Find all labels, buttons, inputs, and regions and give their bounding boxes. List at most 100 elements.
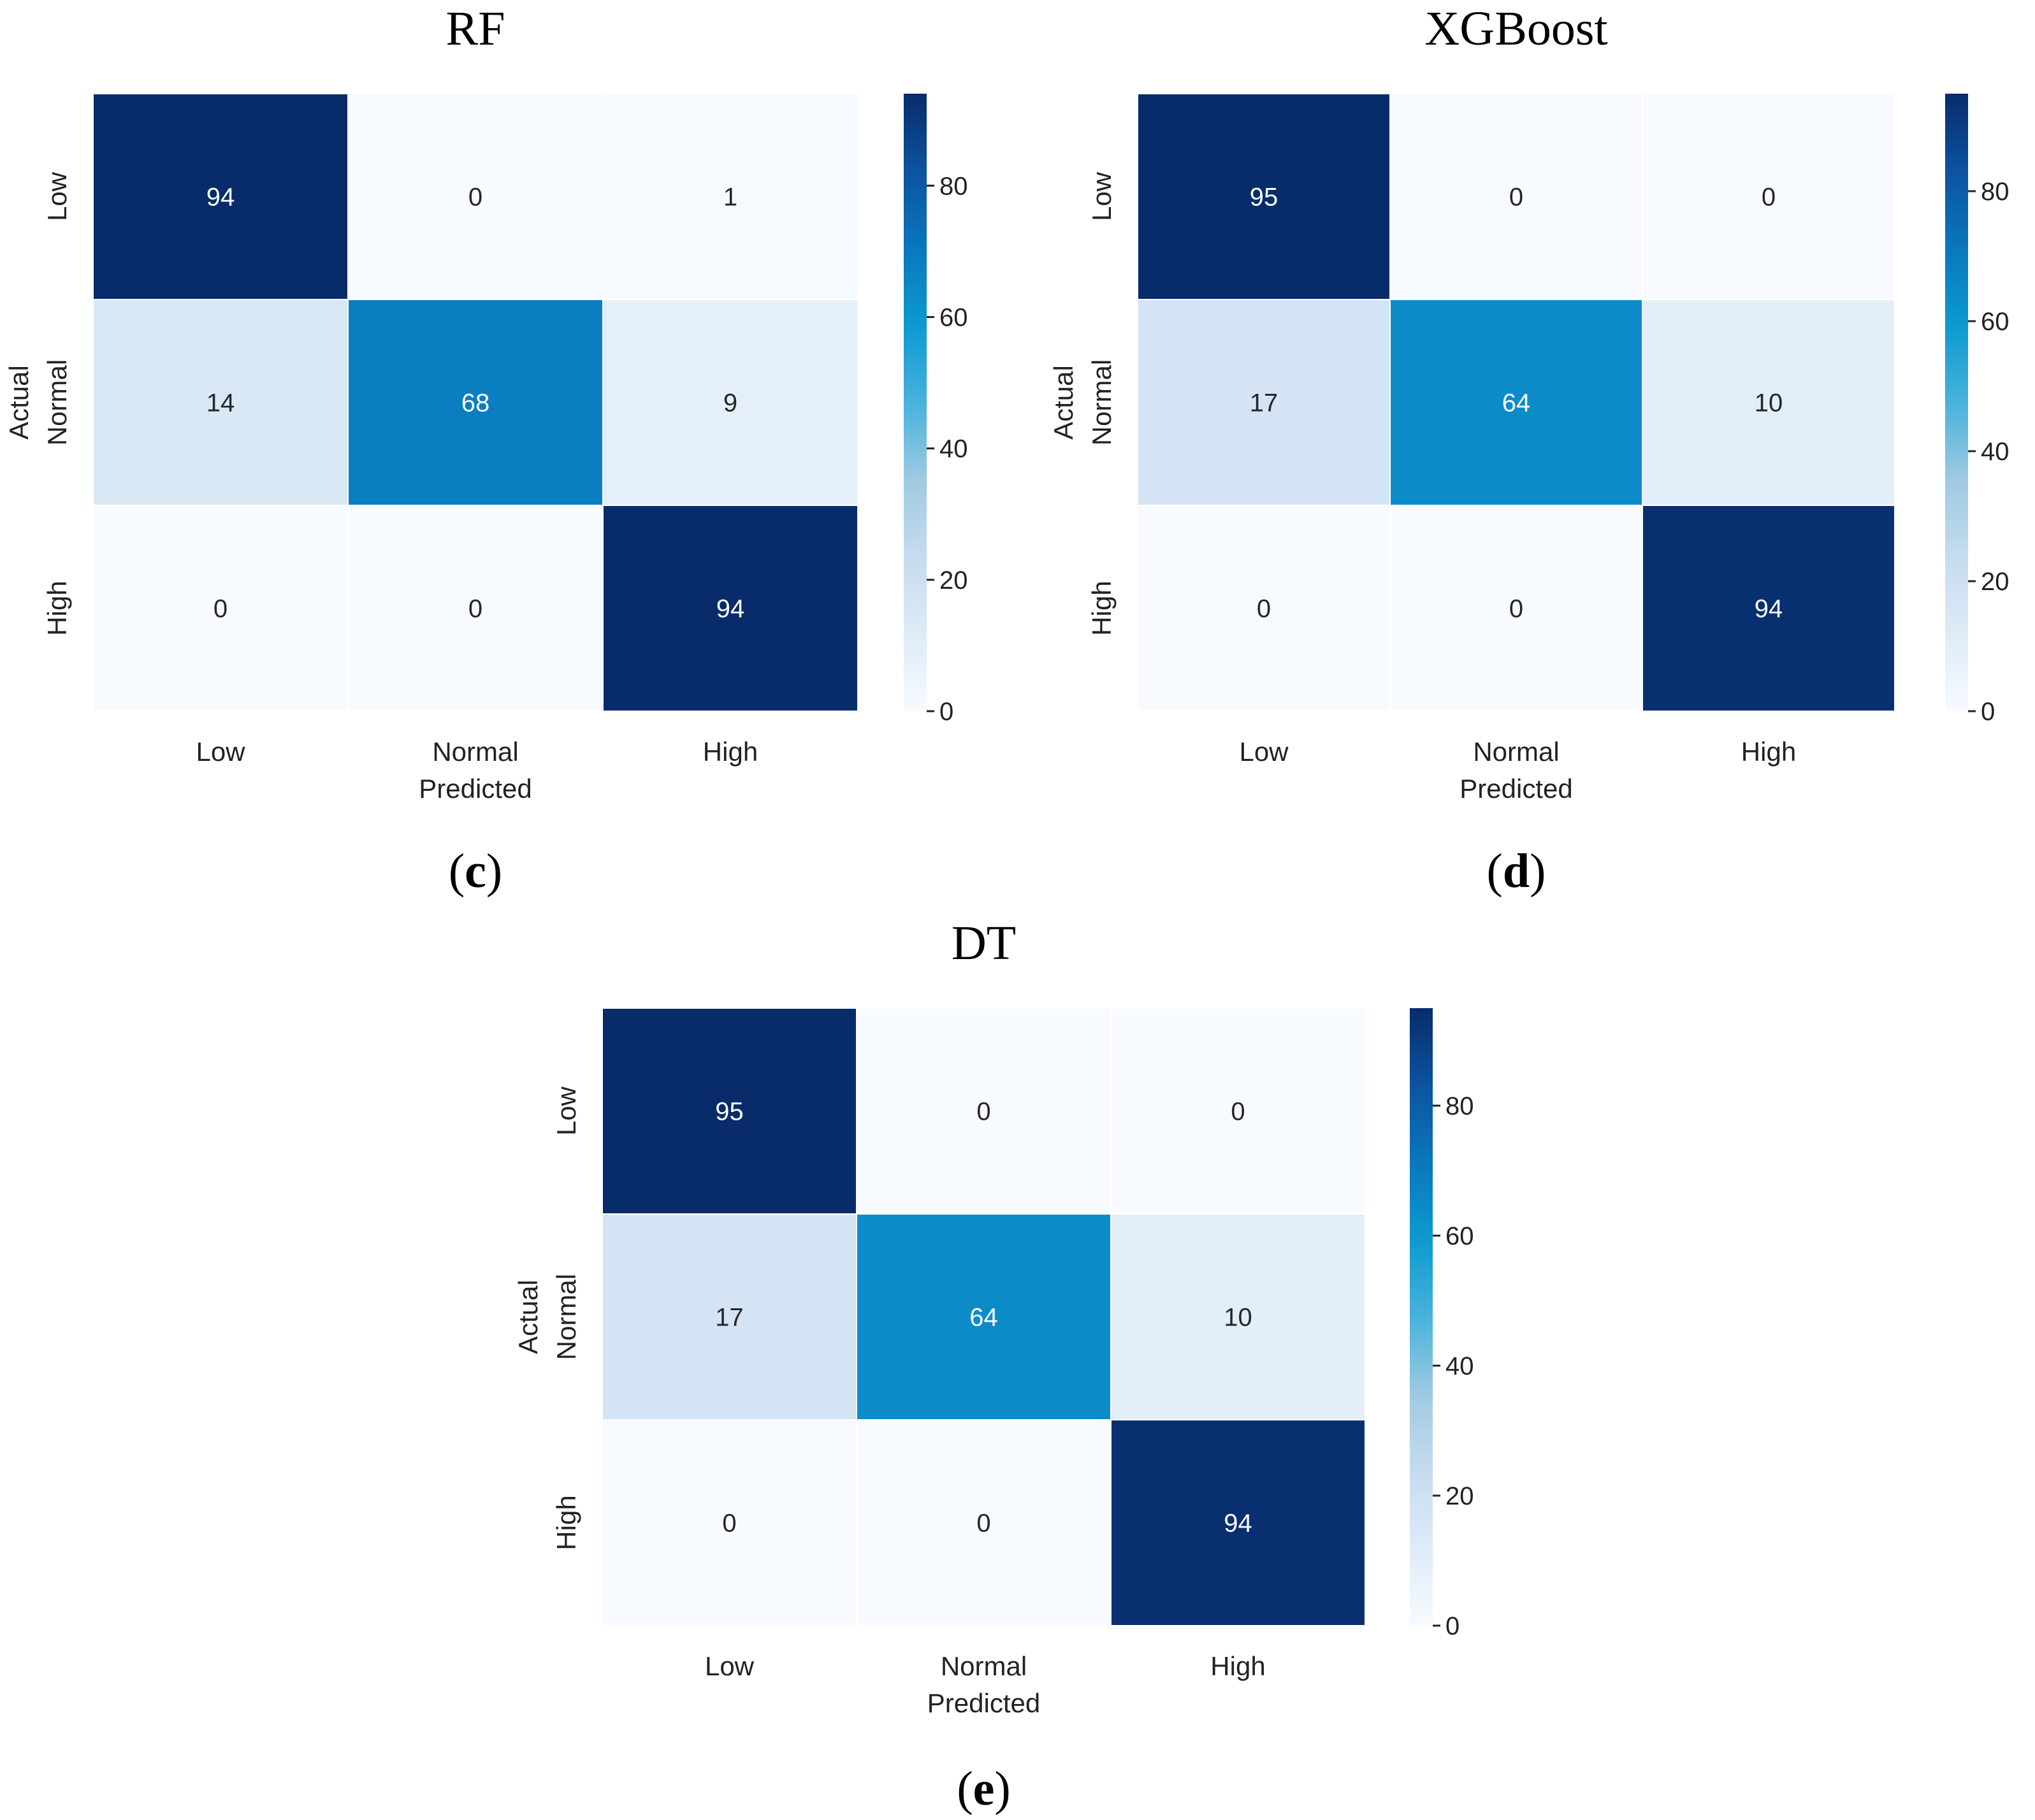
heatmap-cell: [347, 299, 604, 506]
cell-value-label: 0: [468, 595, 482, 623]
y-tick-label: Normal: [1087, 359, 1117, 445]
y-tick-label: Low: [551, 1086, 581, 1136]
colorbar-tick-label: 60: [939, 303, 968, 331]
colorbar-tick-label: 80: [1981, 178, 2010, 206]
y-tick-label: High: [551, 1495, 581, 1550]
heatmap-cell: [602, 1419, 857, 1626]
colorbar: [1410, 1008, 1433, 1626]
cell-value-label: 94: [716, 595, 745, 623]
cell-value-label: 17: [1250, 389, 1278, 417]
heatmap-cell: [1137, 505, 1391, 712]
cell-value-label: 95: [715, 1098, 744, 1126]
cell-value-label: 1: [723, 184, 737, 212]
panel-caption: (d): [1487, 844, 1546, 898]
x-axis-label: Predicted: [927, 1688, 1040, 1718]
cell-value-label: 68: [461, 389, 490, 417]
cell-value-label: 10: [1755, 389, 1783, 417]
heatmap-cell: [1642, 505, 1895, 712]
x-tick-label: High: [1210, 1651, 1265, 1681]
y-tick-label: High: [42, 581, 72, 635]
cell-value-label: 95: [1250, 184, 1278, 212]
colorbar-tick-label: 40: [1981, 438, 2010, 466]
colorbar-tick-label: 40: [1445, 1352, 1474, 1380]
cell-value-label: 94: [1755, 595, 1783, 623]
colorbar-tick-label: 60: [1981, 308, 2010, 336]
colorbar: [1945, 94, 1968, 711]
cell-value-label: 0: [976, 1510, 990, 1538]
heatmap-cell: [856, 1007, 1112, 1215]
colorbar: [904, 94, 927, 711]
x-tick-label: Low: [1239, 737, 1289, 767]
cell-value-label: 10: [1224, 1304, 1252, 1332]
cell-value-label: 64: [1502, 389, 1531, 417]
cell-value-label: 17: [715, 1304, 744, 1332]
heatmap-cell: [1137, 93, 1391, 300]
colorbar-tick-label: 20: [1981, 568, 2010, 596]
cell-value-label: 0: [1509, 595, 1523, 623]
heatmap-cell: [92, 505, 349, 712]
cell-value-label: 0: [1257, 595, 1271, 623]
heatmap-cell: [856, 1419, 1112, 1626]
colorbar-tick-label: 0: [1981, 698, 1995, 726]
cell-value-label: 0: [722, 1510, 736, 1538]
y-axis-label: Actual: [1048, 365, 1078, 440]
y-tick-label: Normal: [551, 1274, 581, 1360]
cell-value-label: 0: [976, 1098, 990, 1126]
y-tick-label: Low: [1087, 171, 1117, 221]
colorbar-tick-label: 0: [939, 698, 953, 726]
chart-title: XGBoost: [1424, 2, 1607, 55]
y-axis-label: Actual: [513, 1280, 543, 1354]
y-tick-label: Normal: [42, 359, 72, 445]
x-tick-label: Normal: [941, 1651, 1027, 1681]
heatmap-cell: [1389, 299, 1643, 506]
colorbar-tick-label: 40: [939, 435, 968, 463]
x-tick-label: Low: [705, 1651, 755, 1681]
colorbar-tick-label: 20: [1445, 1482, 1474, 1510]
heatmap-cell: [602, 505, 858, 712]
cell-value-label: 0: [1762, 184, 1776, 212]
y-tick-label: High: [1087, 581, 1117, 635]
colorbar-tick-label: 20: [939, 567, 968, 595]
y-axis-label: Actual: [4, 365, 34, 440]
heatmap-cell: [1389, 93, 1643, 300]
heatmap-cell: [92, 299, 349, 506]
heatmap-cell: [1110, 1419, 1366, 1626]
x-axis-label: Predicted: [419, 774, 532, 804]
cell-value-label: 0: [1509, 184, 1523, 212]
heatmap-cell: [347, 505, 604, 712]
colorbar-tick-label: 80: [1445, 1092, 1474, 1120]
heatmap-panel-xgboost: XGBoost 95 0 0 17 64 10 0 0 94 Low Normal High Predic…: [1048, 2, 2010, 898]
cell-value-label: 64: [969, 1304, 998, 1332]
cell-value-label: 94: [1224, 1510, 1252, 1538]
colorbar-tick-label: 80: [939, 172, 968, 200]
panel-caption: (c): [449, 844, 502, 898]
heatmap-cell: [602, 1213, 857, 1420]
colorbar-tick-label: 0: [1445, 1612, 1459, 1640]
chart-title: DT: [952, 916, 1016, 970]
cell-value-label: 14: [206, 389, 235, 417]
cell-value-label: 0: [1231, 1098, 1245, 1126]
cell-value-label: 0: [214, 595, 228, 623]
heatmap-cell: [602, 299, 858, 506]
heatmap-panel-dt: DT 95 0 0 17 64 10 0 0 94 Low Normal High Predicted Lo…: [513, 916, 1474, 1816]
heatmap-cell: [602, 1007, 857, 1215]
cell-value-label: 9: [723, 389, 737, 417]
heatmap-cell: [602, 93, 858, 300]
x-axis-label: Predicted: [1459, 774, 1572, 804]
heatmap-cell: [1110, 1213, 1366, 1420]
x-tick-label: High: [703, 737, 758, 767]
heatmap-cell: [856, 1213, 1112, 1420]
x-tick-label: High: [1741, 737, 1796, 767]
panel-caption: (e): [957, 1762, 1010, 1816]
x-tick-label: Low: [196, 737, 245, 767]
heatmap-cell: [347, 93, 604, 300]
heatmap-cell: [1137, 299, 1391, 506]
cell-value-label: 94: [206, 184, 235, 212]
colorbar-tick-label: 60: [1445, 1222, 1474, 1250]
heatmap-panel-rf: RF 94 0 1 14 68 9 0 0 94 Low Normal High Predicted Low…: [4, 2, 968, 898]
y-tick-label: Low: [42, 171, 72, 221]
heatmap-cell: [1110, 1007, 1366, 1215]
x-tick-label: Normal: [432, 737, 518, 767]
x-tick-label: Normal: [1473, 737, 1559, 767]
